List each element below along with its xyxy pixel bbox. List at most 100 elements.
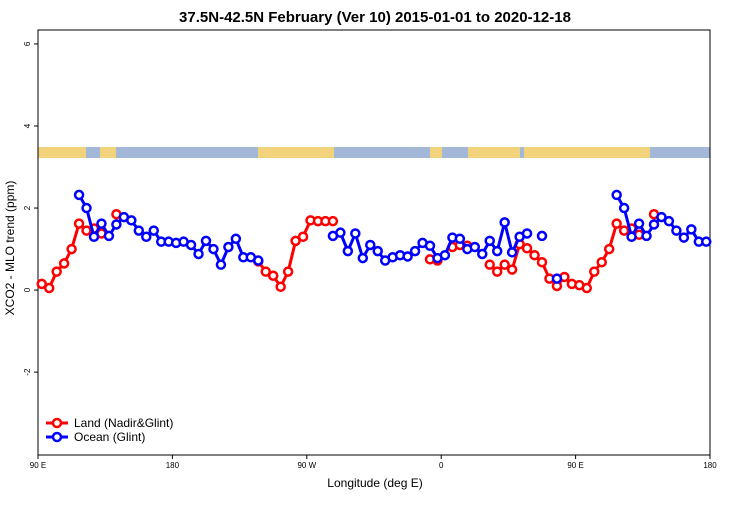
- point: [267, 270, 279, 281]
- ocean-strip: [38, 147, 710, 158]
- point: [253, 255, 264, 266]
- point: [223, 241, 234, 253]
- point: [103, 230, 115, 242]
- point: [111, 219, 122, 230]
- point: [484, 259, 495, 270]
- point: [424, 240, 436, 252]
- x-tick-label: 90 E: [30, 461, 46, 470]
- map-strip: [38, 147, 710, 158]
- x-tick-label: 0: [439, 461, 444, 470]
- point: [611, 189, 622, 201]
- y-tick-label: 4: [23, 123, 32, 128]
- point: [327, 215, 339, 227]
- point: [581, 282, 593, 294]
- x-tick-label: 180: [166, 461, 180, 470]
- point: [58, 258, 70, 269]
- point: [536, 230, 548, 242]
- point: [671, 225, 682, 236]
- y-tick-label: 2: [23, 205, 32, 210]
- y-tick-label: 6: [23, 41, 32, 46]
- point: [51, 266, 62, 277]
- point: [357, 252, 369, 264]
- point: [491, 245, 503, 257]
- point: [491, 266, 503, 277]
- point: [648, 219, 660, 230]
- point: [529, 249, 540, 261]
- point: [656, 211, 667, 223]
- y-tick-label: -2: [23, 368, 32, 376]
- point: [148, 225, 159, 236]
- chart-title: 37.5N-42.5N February (Ver 10) 2015-01-01…: [179, 9, 571, 26]
- point: [350, 228, 361, 239]
- point: [193, 248, 204, 260]
- point: [200, 235, 212, 247]
- point: [133, 225, 145, 236]
- point: [36, 278, 47, 290]
- point: [275, 281, 286, 293]
- point: [626, 231, 637, 243]
- point: [454, 233, 466, 245]
- x-axis-label: Longitude (deg E): [327, 476, 422, 490]
- point: [208, 243, 219, 255]
- point: [342, 245, 354, 257]
- point: [633, 218, 645, 229]
- point: [589, 266, 600, 277]
- land-strip: [258, 147, 334, 158]
- point: [686, 224, 697, 235]
- x-tick-label: 180: [703, 461, 717, 470]
- point: [596, 256, 607, 268]
- point: [701, 236, 712, 247]
- point: [499, 259, 510, 270]
- point: [141, 231, 152, 243]
- land-strip: [38, 147, 86, 158]
- land-strip: [430, 147, 442, 158]
- point: [678, 232, 690, 243]
- point: [469, 241, 481, 253]
- land-strip: [468, 147, 520, 158]
- x-tick-label: 90 W: [297, 461, 316, 470]
- point: [484, 235, 495, 247]
- legend-label: Land (Nadir&Glint): [74, 416, 173, 430]
- x-tick-label: 90 E: [567, 461, 583, 470]
- point: [88, 231, 100, 243]
- point: [506, 264, 518, 275]
- point: [335, 227, 346, 238]
- point: [506, 247, 518, 258]
- point: [499, 217, 510, 228]
- point: [611, 218, 622, 229]
- point: [551, 273, 563, 284]
- point: [96, 218, 107, 229]
- point: [81, 202, 92, 214]
- point: [641, 230, 652, 242]
- point: [618, 202, 630, 214]
- point: [43, 282, 55, 294]
- point: [402, 251, 413, 262]
- legend-label: Ocean (Glint): [74, 430, 145, 444]
- point: [477, 248, 488, 260]
- legend-marker: [51, 431, 63, 443]
- point: [73, 189, 85, 201]
- point: [521, 242, 533, 254]
- point: [260, 266, 271, 277]
- point: [215, 259, 227, 270]
- point: [439, 249, 451, 261]
- y-tick-label: 0: [23, 287, 32, 292]
- point: [536, 256, 548, 268]
- land-strip: [524, 147, 650, 158]
- point: [230, 233, 242, 245]
- point: [365, 239, 376, 251]
- point: [521, 228, 533, 239]
- point: [603, 243, 615, 255]
- point: [282, 266, 294, 277]
- land-strip: [100, 147, 116, 158]
- point: [73, 218, 85, 229]
- point: [126, 215, 137, 226]
- y-axis-label: XCO2 - MLO trend (ppm): [3, 181, 17, 316]
- point: [290, 235, 301, 247]
- point: [663, 215, 675, 227]
- point: [372, 245, 383, 257]
- legend-marker: [51, 417, 63, 429]
- point: [409, 245, 421, 257]
- series: [73, 189, 712, 284]
